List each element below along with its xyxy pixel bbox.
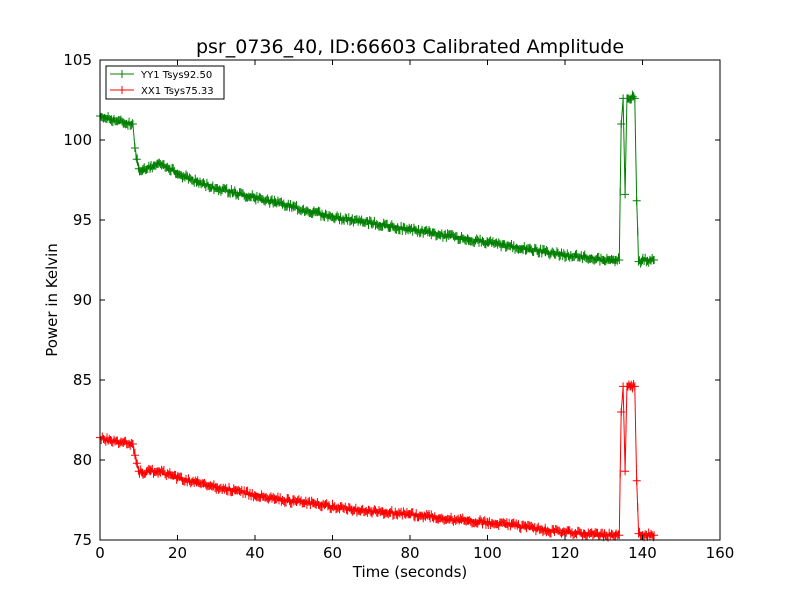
legend-box <box>105 65 225 100</box>
x-tick-label: 80 <box>400 544 419 562</box>
x-tick-label: 160 <box>706 544 735 562</box>
y-tick-label: 95 <box>73 211 92 229</box>
legend: YY1 Tsys92.50 XX1 Tsys75.33 <box>105 65 225 100</box>
y-tick-label: 80 <box>73 451 92 469</box>
series-xx1 <box>96 380 659 542</box>
x-tick-label: 60 <box>323 544 342 562</box>
x-tick-label: 140 <box>628 544 657 562</box>
chart-title: psr_0736_40, ID:66603 Calibrated Amplitu… <box>196 36 624 58</box>
y-tick-label: 105 <box>63 51 92 69</box>
y-tick-label: 85 <box>73 371 92 389</box>
legend-label-xx1: XX1 Tsys75.33 <box>141 86 214 97</box>
x-tick-label: 0 <box>95 544 105 562</box>
legend-marker-yy1 <box>118 70 126 78</box>
legend-marker-xx1 <box>118 86 126 94</box>
y-tick-label: 100 <box>63 131 92 149</box>
legend-label-yy1: YY1 Tsys92.50 <box>140 70 212 81</box>
x-tick-label: 40 <box>245 544 264 562</box>
x-tick-label: 100 <box>473 544 502 562</box>
x-axis: 0 20 40 60 80 100 120 140 160 <box>95 60 734 562</box>
x-tick-label: 20 <box>168 544 187 562</box>
y-tick-label: 90 <box>73 291 92 309</box>
y-tick-label: 75 <box>73 531 92 549</box>
y-axis: 75 80 85 90 95 100 105 <box>63 51 720 549</box>
series-layer <box>96 90 659 542</box>
x-tick-label: 120 <box>551 544 580 562</box>
y-axis-label: Power in Kelvin <box>43 243 61 357</box>
x-axis-label: Time (seconds) <box>352 563 468 581</box>
